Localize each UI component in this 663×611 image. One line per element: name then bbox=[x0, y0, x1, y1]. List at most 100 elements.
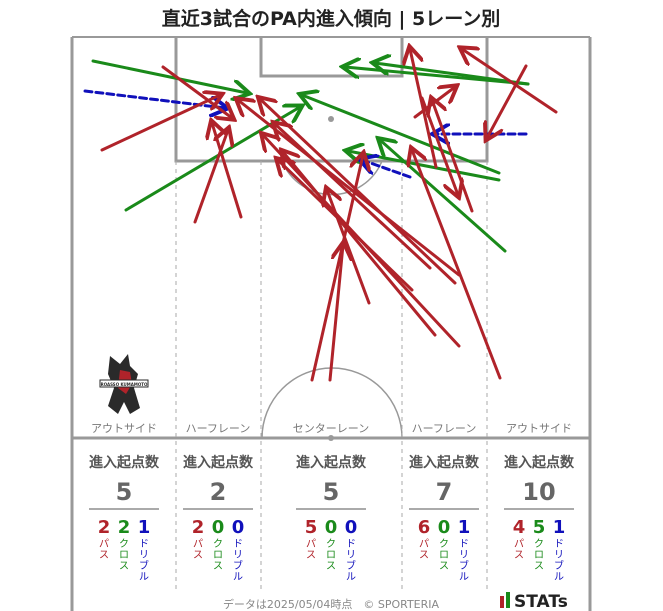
stat-dribble-count: 1 bbox=[458, 517, 471, 538]
stat-dribble-label-char: リ bbox=[233, 550, 243, 561]
stat-pass-label-char: パ bbox=[419, 538, 429, 550]
lane-label-right-halfspace: ハーフレーン bbox=[412, 422, 477, 435]
stat-dribble-count: 0 bbox=[345, 517, 358, 538]
stat-cross-label-char: ク bbox=[119, 538, 129, 550]
stat-cross-count: 0 bbox=[212, 517, 225, 538]
stat-dribble-label-char: ブ bbox=[139, 559, 149, 572]
pass-arrow bbox=[462, 49, 558, 114]
lane-labels: アウトサイド ハーフレーン センターレーン ハーフレーン アウトサイド bbox=[91, 422, 572, 435]
stat-header: 進入起点数 bbox=[183, 454, 254, 471]
stat-dribble-label-char: ル bbox=[346, 572, 356, 583]
pass-arrow bbox=[412, 150, 502, 380]
entry-arrows bbox=[83, 49, 558, 382]
brand-logo: STATs bbox=[500, 592, 568, 611]
stat-total: 7 bbox=[436, 478, 453, 506]
lane-label-right-outside: アウトサイド bbox=[506, 422, 572, 435]
stat-pass-label-char: パ bbox=[514, 538, 524, 550]
stat-pass-count: 2 bbox=[98, 517, 111, 538]
pass-arrow bbox=[100, 95, 220, 152]
pass-arrow bbox=[283, 152, 437, 337]
cross-arrow bbox=[380, 140, 507, 253]
stat-cross-label-char: ロ bbox=[119, 550, 129, 561]
stat-pass-label-char: パ bbox=[193, 538, 203, 550]
stat-dribble-count: 0 bbox=[232, 517, 245, 538]
stat-cross-label-char: ロ bbox=[326, 550, 336, 561]
brand-mark-green bbox=[506, 592, 510, 608]
stat-dribble-label-char: リ bbox=[554, 550, 564, 561]
stat-cross-label-char: ロ bbox=[213, 550, 223, 561]
stat-dribble-label-char: ブ bbox=[554, 559, 564, 572]
stat-pass-label-char: ス bbox=[514, 550, 524, 561]
stat-pass-label: パス bbox=[419, 538, 429, 561]
stat-cross-count: 2 bbox=[118, 517, 131, 538]
pass-arrow bbox=[328, 245, 343, 382]
pass-arrow bbox=[432, 100, 474, 213]
stat-dribble-label-char: ド bbox=[554, 539, 564, 550]
stat-cross-label-char: ロ bbox=[439, 550, 449, 561]
lane-label-center: センターレーン bbox=[293, 422, 369, 435]
stat-cross-label-char: ス bbox=[439, 561, 449, 572]
stat-cross-label-char: ス bbox=[534, 561, 544, 572]
stat-dribble-label-char: ド bbox=[139, 539, 149, 550]
stat-cross-label-char: ス bbox=[213, 561, 223, 572]
stat-cross-label: クロス bbox=[326, 538, 336, 572]
stat-dribble-label-char: リ bbox=[346, 550, 356, 561]
footer-credit: データは2025/05/04時点 © SPORTERIA bbox=[223, 597, 440, 611]
pass-arrow bbox=[420, 96, 458, 195]
stat-cross-count: 5 bbox=[533, 517, 546, 538]
stat-total: 10 bbox=[522, 478, 555, 506]
stat-pass-count: 4 bbox=[513, 517, 526, 538]
pass-arrow bbox=[310, 155, 363, 382]
cross-arrow bbox=[375, 63, 530, 86]
brand-name: STATs bbox=[514, 592, 568, 611]
dribble-arrow bbox=[83, 89, 225, 108]
pass-arrow bbox=[161, 65, 232, 118]
stat-header: 進入起点数 bbox=[504, 454, 575, 471]
stat-header: 進入起点数 bbox=[296, 454, 367, 471]
stat-dribble-label-char: ド bbox=[233, 539, 243, 550]
stat-cross-count: 0 bbox=[325, 517, 338, 538]
stat-total: 2 bbox=[210, 478, 227, 506]
pass-arrow bbox=[193, 130, 228, 224]
stat-pass-label-char: パ bbox=[306, 538, 316, 550]
stat-total: 5 bbox=[323, 478, 340, 506]
dribble-arrow bbox=[362, 160, 412, 179]
stat-pass-label: パス bbox=[514, 538, 524, 561]
stat-cross-label-char: ク bbox=[439, 538, 449, 550]
stat-dribble-label-char: ブ bbox=[346, 559, 356, 572]
stat-dribble-label-char: ル bbox=[554, 572, 564, 583]
stat-dribble-label-char: ル bbox=[233, 572, 243, 583]
center-spot bbox=[328, 435, 334, 441]
stat-cross-label: クロス bbox=[213, 538, 223, 572]
stat-pass-label: パス bbox=[306, 538, 316, 561]
cross-arrow bbox=[302, 95, 501, 175]
stat-cross-label-char: ク bbox=[534, 538, 544, 550]
stat-cross-label-char: ス bbox=[326, 561, 336, 572]
stat-pass-label-char: パ bbox=[99, 538, 109, 550]
stat-header: 進入起点数 bbox=[409, 454, 480, 471]
cross-arrow bbox=[91, 59, 247, 93]
lane-label-left-halfspace: ハーフレーン bbox=[186, 422, 251, 435]
stat-pass-label: パス bbox=[193, 538, 203, 561]
stat-pass-count: 2 bbox=[192, 517, 205, 538]
stat-pass-count: 6 bbox=[418, 517, 431, 538]
stat-dribble-label-char: リ bbox=[459, 550, 469, 561]
stat-dribble-label-char: ル bbox=[459, 572, 469, 583]
stat-pass-label-char: ス bbox=[193, 550, 203, 561]
lane-label-left-outside: アウトサイド bbox=[91, 422, 157, 435]
stat-total: 5 bbox=[116, 478, 133, 506]
stat-dribble-label-char: ブ bbox=[233, 559, 243, 572]
pass-arrow bbox=[410, 49, 438, 169]
penalty-area bbox=[174, 37, 489, 163]
stat-pass-label-char: ス bbox=[419, 550, 429, 561]
lane-stats: 進入起点数52パス2クロス1ドリブル進入起点数22パス0クロス0ドリブル進入起点… bbox=[89, 454, 575, 583]
